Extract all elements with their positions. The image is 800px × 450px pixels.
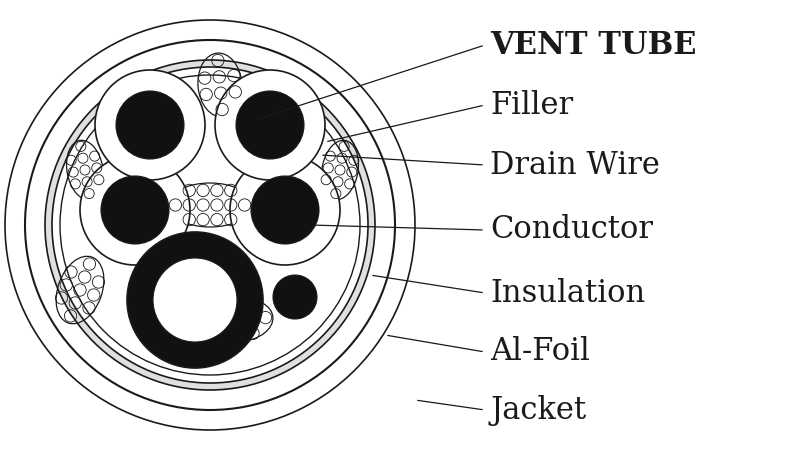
Circle shape [45,60,375,390]
Circle shape [116,91,184,159]
Circle shape [236,91,304,159]
Circle shape [153,258,237,342]
Circle shape [230,155,340,265]
Circle shape [25,40,395,410]
Text: VENT TUBE: VENT TUBE [490,30,697,60]
Text: Filler: Filler [490,90,573,121]
Circle shape [95,70,205,180]
Text: Conductor: Conductor [490,215,653,246]
Circle shape [127,232,263,368]
Circle shape [52,67,368,383]
Text: Al-Foil: Al-Foil [490,337,590,368]
Circle shape [273,275,317,319]
Circle shape [101,176,169,244]
Circle shape [215,70,325,180]
Text: Insulation: Insulation [490,278,646,309]
Circle shape [251,176,319,244]
Text: Drain Wire: Drain Wire [490,149,660,180]
Circle shape [60,75,360,375]
Circle shape [80,155,190,265]
Text: Jacket: Jacket [490,395,586,426]
